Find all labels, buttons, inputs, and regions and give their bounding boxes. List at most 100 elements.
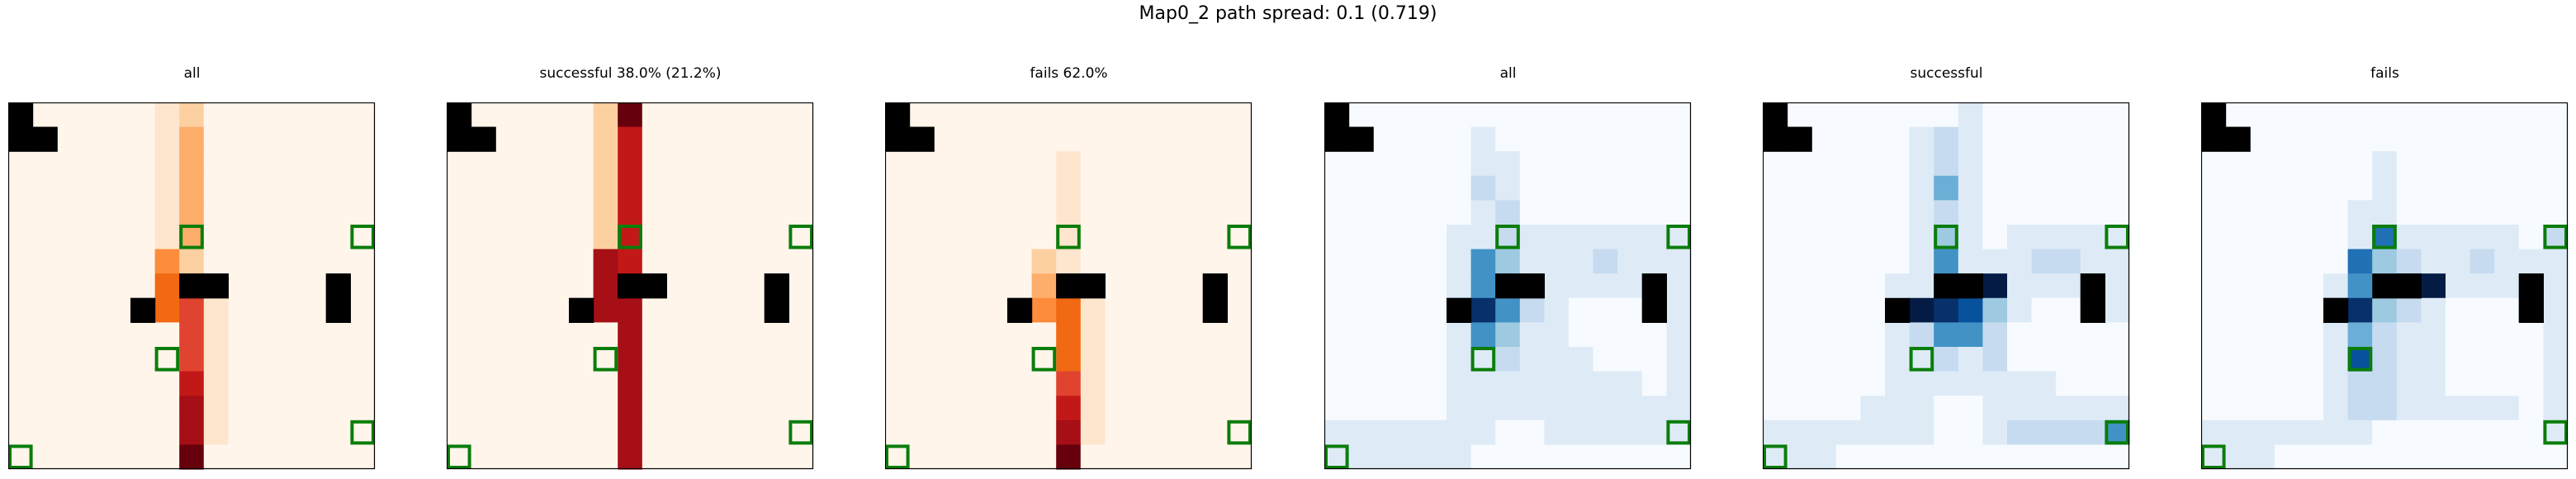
heatmap-cell [764, 347, 789, 372]
heatmap-cell [2056, 225, 2081, 250]
heatmap-cell [57, 347, 83, 372]
heatmap-cell [253, 444, 278, 470]
heatmap-cell [2299, 396, 2324, 421]
heatmap-cell [1470, 347, 1496, 372]
heatmap-cell [788, 200, 814, 225]
target-marker [1763, 444, 1788, 469]
heatmap-cell [57, 126, 83, 152]
heatmap-cell [1178, 200, 1204, 225]
heatmap-cell [1105, 420, 1130, 445]
heatmap-cell [1397, 200, 1423, 225]
heatmap-cell [2372, 420, 2398, 445]
heatmap-cell [106, 396, 131, 421]
heatmap-cell [2469, 151, 2495, 177]
heatmap-cell [1422, 126, 1447, 152]
heatmap-cell [1519, 151, 1545, 177]
obstacle-cell [569, 297, 594, 323]
heatmap-cell [2031, 396, 2057, 421]
heatmap-cell [57, 102, 83, 128]
heatmap-cell [1934, 396, 1959, 421]
heatmap-cell [130, 126, 156, 152]
heatmap-cell [1105, 444, 1130, 470]
heatmap-cell [2372, 396, 2398, 421]
heatmap-cell [2396, 249, 2422, 274]
heatmap-cell [1470, 273, 1496, 299]
heatmap-cell [958, 322, 983, 348]
heatmap-cell [1495, 347, 1521, 372]
heatmap-cell [2105, 444, 2130, 470]
heatmap-cell [1617, 102, 1643, 128]
heatmap-cell [8, 249, 34, 274]
heatmap-cell [1105, 200, 1130, 225]
heatmap-cell [1178, 347, 1204, 372]
heatmap-cell [764, 371, 789, 396]
obstacle-cell [2518, 273, 2544, 299]
heatmap-cell [666, 273, 692, 299]
heatmap-cell [618, 225, 643, 250]
heatmap-cell [2421, 102, 2446, 128]
heatmap-cell [934, 396, 959, 421]
heatmap-cell [1885, 273, 1911, 299]
obstacle-cell [885, 102, 911, 128]
heatmap-cell [1129, 347, 1155, 372]
heatmap-cell [350, 297, 376, 323]
heatmap-cell [447, 249, 472, 274]
heatmap-cell [32, 273, 58, 299]
heatmap-cell [1031, 200, 1057, 225]
heatmap-cell [2007, 347, 2033, 372]
heatmap-cell [106, 225, 131, 250]
heatmap-cell [1031, 420, 1057, 445]
heatmap-cell [2225, 420, 2251, 445]
obstacle-cell [1324, 102, 1350, 128]
heatmap-cell [1397, 225, 1423, 250]
heatmap-cell [1031, 371, 1057, 396]
heatmap-cell [253, 249, 278, 274]
heatmap-cell [1178, 444, 1204, 470]
heatmap-cell [934, 175, 959, 201]
heatmap-cell [203, 102, 229, 128]
heatmap-cell [885, 200, 911, 225]
heatmap-cell [909, 249, 935, 274]
heatmap-cell [2056, 347, 2081, 372]
heatmap-cell [2469, 200, 2495, 225]
heatmap-cell [1470, 102, 1496, 128]
heatmap-cell [1495, 175, 1521, 201]
heatmap-cell [228, 200, 253, 225]
heatmap-cell [1909, 322, 1934, 348]
heatmap-cell [253, 225, 278, 250]
obstacle-cell [2201, 126, 2227, 152]
heatmap-cell [1934, 175, 1959, 201]
heatmap-cell [1447, 444, 1472, 470]
heatmap-cell [1860, 297, 1886, 323]
heatmap-cell [1447, 200, 1472, 225]
heatmap-cell [1031, 225, 1057, 250]
heatmap-cell [2056, 371, 2081, 396]
heatmap-cell [1934, 297, 1959, 323]
obstacle-cell [203, 273, 229, 299]
heatmap-cell [1641, 175, 1667, 201]
heatmap-cell [2372, 175, 2398, 201]
heatmap-cell [885, 297, 911, 323]
heatmap-cell [2056, 249, 2081, 274]
heatmap-cell [1909, 273, 1934, 299]
heatmap-cell [1641, 396, 1667, 421]
heatmap-cell [2323, 151, 2349, 177]
heatmap-cell [2056, 151, 2081, 177]
heatmap-cell [1544, 225, 1570, 250]
heatmap-cell [1569, 126, 1594, 152]
heatmap-cell [1811, 200, 1837, 225]
heatmap-cell [2396, 151, 2422, 177]
heatmap-cell [1470, 225, 1496, 250]
heatmap-cell [57, 273, 83, 299]
target-marker [1031, 347, 1057, 372]
heatmap-cell [495, 444, 521, 470]
heatmap-cell [2007, 420, 2033, 445]
heatmap-cell [1569, 444, 1594, 470]
obstacle-cell [2080, 273, 2105, 299]
heatmap-cell [2201, 420, 2227, 445]
heatmap [1763, 102, 2130, 470]
heatmap-cell [2299, 371, 2324, 396]
heatmap-cell [642, 371, 667, 396]
heatmap-cell [1982, 273, 2008, 299]
heatmap-cell [57, 249, 83, 274]
